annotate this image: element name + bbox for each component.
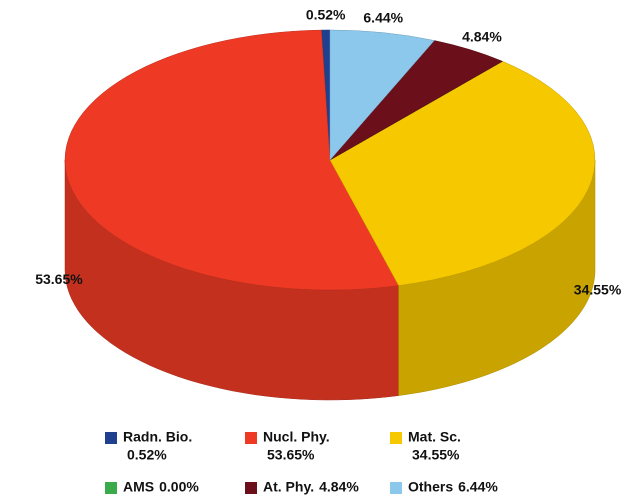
- pie-tops: [64, 29, 596, 291]
- legend-label: Others: [408, 479, 453, 495]
- legend-item: Others 6.44%: [390, 479, 498, 495]
- legend-label: At. Phy.: [263, 479, 314, 495]
- legend-swatch: [245, 482, 257, 494]
- legend-item: Radn. Bio. 0.52%: [105, 429, 192, 463]
- legend-swatch: [105, 432, 117, 444]
- data-label: 0.52%: [306, 7, 346, 23]
- legend-label: AMS: [123, 479, 154, 495]
- legend-label: Radn. Bio.: [123, 429, 192, 445]
- legend-swatch: [245, 432, 257, 444]
- data-label: 6.44%: [363, 10, 403, 26]
- data-label: 34.55%: [574, 282, 622, 298]
- legend-value: 53.65%: [267, 447, 315, 463]
- pie-slice: [329, 61, 596, 286]
- legend-value: 0.52%: [127, 447, 167, 463]
- legend-item: At. Phy. 4.84%: [245, 479, 359, 495]
- legend-item: AMS 0.00%: [105, 479, 199, 495]
- legend-swatch: [390, 432, 402, 444]
- data-label: 4.84%: [462, 28, 502, 44]
- legend-swatch: [105, 482, 117, 494]
- legend-item: Nucl. Phy. 53.65%: [245, 429, 330, 463]
- data-label: 53.65%: [35, 271, 83, 287]
- pie-slice: [64, 29, 400, 291]
- legend-value: 0.00%: [159, 479, 199, 495]
- legend-label: Mat. Sc.: [408, 429, 461, 445]
- legend-value: 6.44%: [458, 479, 498, 495]
- legend-item: Mat. Sc. 34.55%: [390, 429, 461, 463]
- pie-slice: [329, 29, 435, 161]
- legend-swatch: [390, 482, 402, 494]
- legend-value: 4.84%: [319, 479, 359, 495]
- legend-label: Nucl. Phy.: [263, 429, 330, 445]
- legend-value: 34.55%: [412, 447, 460, 463]
